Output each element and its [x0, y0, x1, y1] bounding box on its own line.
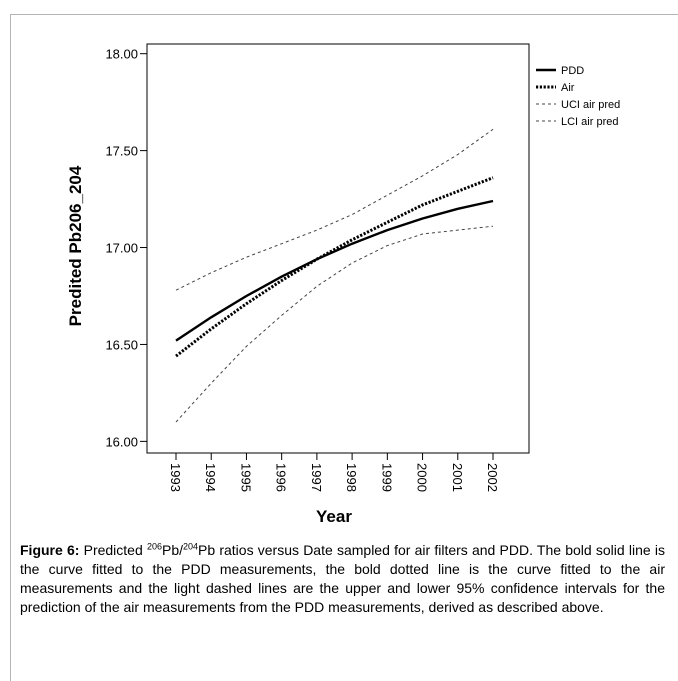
- y-axis-title: Predited Pb206_204: [66, 165, 85, 326]
- caption-text-1: Predicted: [79, 542, 147, 558]
- x-tick-label: 1997: [309, 463, 324, 492]
- caption-text-2: Pb/: [161, 542, 183, 558]
- x-tick-label: 2000: [415, 463, 430, 492]
- figure-frame: [10, 14, 678, 681]
- x-axis-title: Year: [316, 507, 352, 526]
- x-tick-label: 1995: [238, 463, 253, 492]
- y-tick-label: 18.00: [105, 47, 138, 62]
- legend-label: UCI air pred: [561, 99, 620, 111]
- caption-sup-204: 204: [183, 541, 199, 552]
- series-line-pdd: [175, 199, 494, 342]
- x-tick-label: 1993: [168, 463, 183, 492]
- legend-label: PDD: [561, 65, 584, 77]
- x-tick-label: 1994: [203, 463, 218, 492]
- series-line-air: [175, 176, 494, 358]
- y-tick-label: 16.00: [105, 434, 138, 449]
- x-tick-label: 2002: [485, 463, 500, 492]
- figure-caption: Figure 6: Predicted 206Pb/204Pb ratios v…: [20, 541, 665, 617]
- x-tick-label: 1996: [274, 463, 289, 492]
- caption-label: Figure 6:: [20, 542, 80, 558]
- x-axis: 1993 1994 1995 1996 1997 1998 1999 2000 2001 2002: [168, 453, 500, 492]
- legend-label: Air: [561, 82, 575, 94]
- legend: PDD Air UCI air pred LCI air pred: [536, 65, 620, 128]
- y-tick-label: 17.00: [105, 241, 138, 256]
- series-line-uci-air-pred: [175, 128, 494, 291]
- x-tick-label: 2001: [450, 463, 465, 492]
- y-axis: 16.00 16.50 17.00 17.50 18.00: [105, 47, 147, 449]
- y-tick-label: 17.50: [105, 144, 138, 159]
- caption-text-3: Pb ratios versus Date sampled for air fi…: [20, 542, 665, 615]
- x-tick-label: 1999: [379, 463, 394, 492]
- caption-sup-206: 206: [146, 541, 162, 552]
- y-tick-label: 16.50: [105, 337, 138, 352]
- legend-label: LCI air pred: [561, 116, 618, 128]
- series-line-lci-air-pred: [175, 225, 494, 423]
- plot-area: [146, 43, 530, 454]
- series-layer: [175, 128, 494, 423]
- x-tick-label: 1998: [344, 463, 359, 492]
